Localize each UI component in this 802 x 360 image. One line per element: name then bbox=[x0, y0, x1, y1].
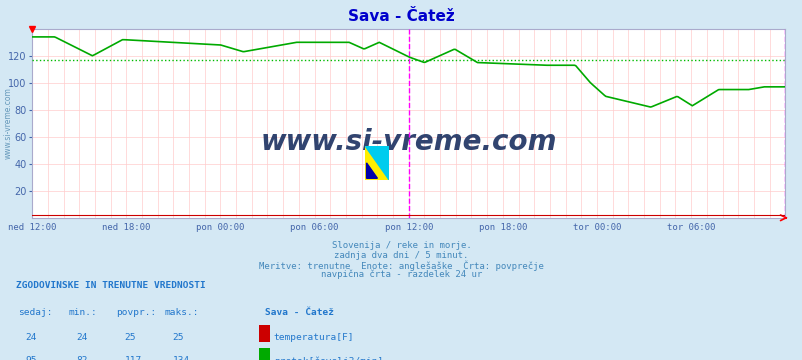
Text: pon 12:00: pon 12:00 bbox=[384, 223, 432, 232]
Polygon shape bbox=[366, 163, 377, 178]
Text: min.:: min.: bbox=[68, 308, 97, 317]
Text: pon 06:00: pon 06:00 bbox=[290, 223, 338, 232]
Text: 24: 24 bbox=[26, 333, 37, 342]
Text: www.si-vreme.com: www.si-vreme.com bbox=[3, 87, 13, 159]
Polygon shape bbox=[365, 146, 389, 180]
Text: Meritve: trenutne  Enote: anglešaške  Črta: povprečje: Meritve: trenutne Enote: anglešaške Črta… bbox=[259, 260, 543, 271]
Text: 134: 134 bbox=[172, 356, 189, 360]
Text: ned 12:00: ned 12:00 bbox=[8, 223, 56, 232]
Text: ned 18:00: ned 18:00 bbox=[102, 223, 150, 232]
Text: tor 00:00: tor 00:00 bbox=[572, 223, 621, 232]
Text: 25: 25 bbox=[124, 333, 136, 342]
Polygon shape bbox=[365, 146, 389, 180]
Text: 117: 117 bbox=[124, 356, 141, 360]
Text: ZGODOVINSKE IN TRENUTNE VREDNOSTI: ZGODOVINSKE IN TRENUTNE VREDNOSTI bbox=[16, 281, 205, 290]
Text: 24: 24 bbox=[76, 333, 87, 342]
Text: 95: 95 bbox=[26, 356, 37, 360]
Text: 25: 25 bbox=[172, 333, 184, 342]
Text: maks.:: maks.: bbox=[164, 308, 199, 317]
Text: pretok[čevelj3/min]: pretok[čevelj3/min] bbox=[273, 356, 383, 360]
Text: Sava - Čatež: Sava - Čatež bbox=[348, 9, 454, 24]
Text: pon 00:00: pon 00:00 bbox=[196, 223, 245, 232]
Text: 82: 82 bbox=[76, 356, 87, 360]
Text: Slovenija / reke in morje.: Slovenija / reke in morje. bbox=[331, 241, 471, 250]
Text: sedaj:: sedaj: bbox=[18, 308, 52, 317]
Text: temperatura[F]: temperatura[F] bbox=[273, 333, 354, 342]
Text: www.si-vreme.com: www.si-vreme.com bbox=[260, 128, 557, 156]
Text: pon 18:00: pon 18:00 bbox=[478, 223, 526, 232]
Text: zadnja dva dni / 5 minut.: zadnja dva dni / 5 minut. bbox=[334, 251, 468, 260]
Text: povpr.:: povpr.: bbox=[116, 308, 156, 317]
Text: Sava - Čatež: Sava - Čatež bbox=[265, 308, 334, 317]
Text: tor 06:00: tor 06:00 bbox=[666, 223, 715, 232]
Text: navpična črta - razdelek 24 ur: navpična črta - razdelek 24 ur bbox=[321, 270, 481, 279]
